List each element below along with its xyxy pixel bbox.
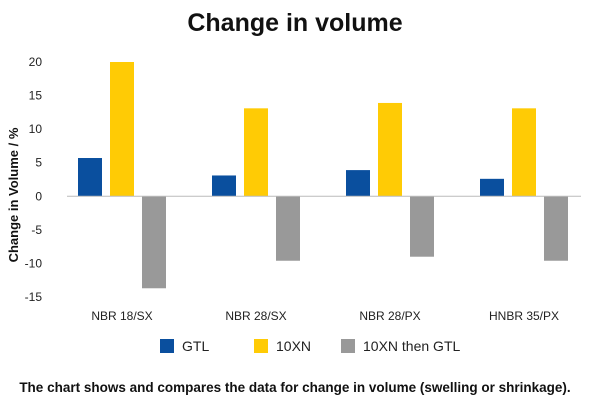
bar [78, 158, 102, 197]
bar [346, 170, 370, 197]
bar [276, 196, 300, 261]
x-category-label: NBR 18/SX [91, 309, 152, 323]
chart-title: Change in volume [187, 9, 402, 37]
y-tick-label: 20 [29, 55, 43, 69]
bars [78, 62, 568, 289]
x-category-label: NBR 28/SX [225, 309, 286, 323]
bar [244, 108, 268, 197]
y-tick-label: -10 [25, 256, 43, 270]
bar [544, 196, 568, 261]
legend-swatch [341, 339, 355, 353]
y-axis-label: Change in Volume / % [6, 127, 21, 262]
y-tick-label: -5 [31, 223, 42, 237]
x-category-labels: NBR 18/SX NBR 28/SX NBR 28/PX HNBR 35/PX [91, 309, 559, 323]
legend-label: 10XN [276, 338, 311, 354]
x-category-label: NBR 28/PX [359, 309, 420, 323]
y-tick-label: 15 [29, 89, 43, 103]
bar [480, 178, 504, 197]
legend-label: 10XN then GTL [363, 338, 460, 354]
bar [212, 175, 236, 197]
legend-swatch [160, 339, 174, 353]
y-tick-label: 10 [29, 122, 43, 136]
chart-caption: The chart shows and compares the data fo… [19, 380, 570, 395]
legend: GTL 10XN 10XN then GTL [160, 338, 460, 354]
legend-label: GTL [182, 338, 209, 354]
bar [110, 62, 134, 197]
y-tick-label: -15 [25, 290, 43, 304]
y-tick-label: 0 [35, 189, 42, 203]
x-category-label: HNBR 35/PX [489, 309, 559, 323]
legend-swatch [254, 339, 268, 353]
bar [378, 102, 402, 197]
y-tick-labels: 20 15 10 5 0 -5 -10 -15 [25, 55, 43, 304]
bar [410, 196, 434, 257]
bar [512, 108, 536, 197]
bar [142, 196, 166, 289]
y-tick-label: 5 [35, 156, 42, 170]
